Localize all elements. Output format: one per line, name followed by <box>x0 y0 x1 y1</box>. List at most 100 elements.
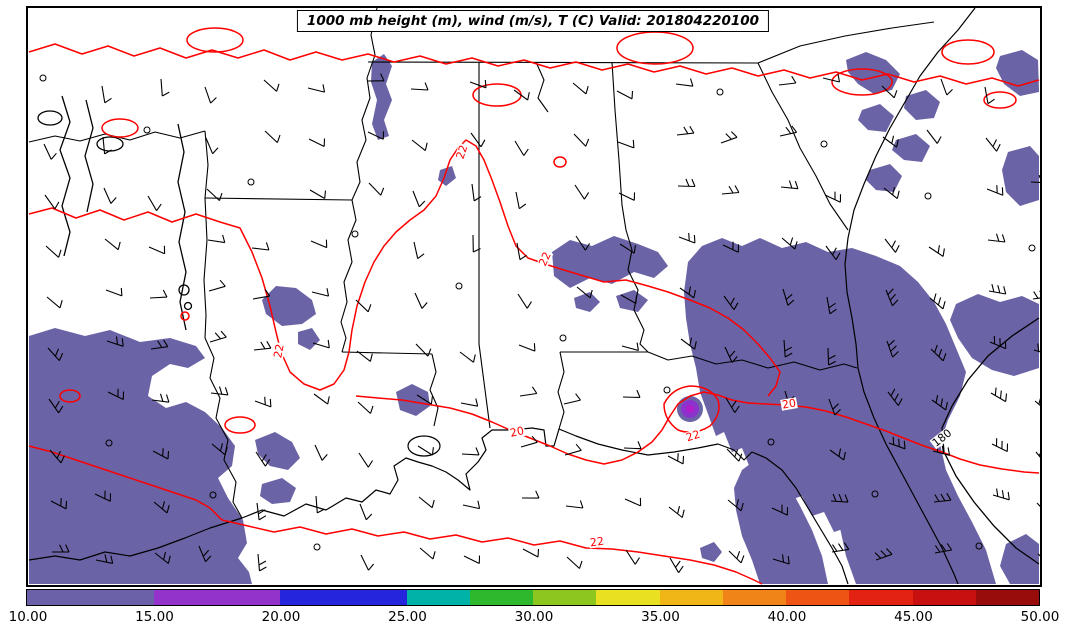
shading-patch <box>700 542 722 562</box>
wind-barb-icon <box>253 341 272 351</box>
wind-barb-icon <box>728 550 745 564</box>
calm-wind-icon <box>1028 244 1036 252</box>
wind-barb-icon <box>463 555 481 564</box>
wind-barb-icon <box>990 387 1008 403</box>
wind-barb-icon <box>830 493 849 503</box>
wind-barb-icon <box>518 343 536 352</box>
wind-barb-icon <box>311 288 330 297</box>
wind-barb-icon <box>149 289 168 299</box>
wind-barb-icon <box>414 292 428 309</box>
wind-barb-icon <box>617 139 635 149</box>
wind-barb-icon <box>47 347 64 361</box>
height-contour <box>177 123 187 331</box>
wind-barb-icon <box>780 180 799 190</box>
wind-barb-icon <box>150 339 169 350</box>
wind-barb-icon <box>771 504 789 516</box>
shading-patch <box>255 432 300 470</box>
wind-barb-icon <box>355 299 372 313</box>
wind-barb-icon <box>359 503 373 521</box>
calm-wind-icon <box>820 140 828 148</box>
sabine-river-border <box>204 337 243 519</box>
colorbar-tick-label: 45.00 <box>894 609 933 625</box>
shading-patch <box>996 50 1039 96</box>
wind-barb-icon <box>619 243 636 254</box>
wind-barb-icon <box>95 554 114 564</box>
temp-contour-22-loop <box>663 385 720 433</box>
wind-barb-icon <box>210 386 229 396</box>
wind-barb-icon <box>51 544 70 553</box>
wind-barb-icon <box>929 293 946 310</box>
perdido-river-border <box>557 351 565 430</box>
wind-barb-icon <box>515 191 527 210</box>
temp-contour-closed <box>553 156 567 168</box>
colorbar-segment <box>27 590 91 605</box>
wind-barb-icon <box>677 178 696 188</box>
wind-barb-icon <box>679 286 696 299</box>
wind-barb-icon <box>783 339 793 358</box>
height-contour-closed <box>178 284 190 296</box>
calm-wind-icon <box>105 439 113 447</box>
shading-patch <box>892 134 930 162</box>
wind-barb-icon <box>45 245 62 258</box>
wind-barb-icon <box>676 126 695 136</box>
wind-barb-icon <box>616 90 634 100</box>
wind-barb-icon <box>620 294 638 304</box>
wind-barb-icon <box>678 232 696 244</box>
wind-barb-icon <box>522 548 540 558</box>
wind-barb-icon <box>519 386 538 397</box>
colorbar-segment <box>722 590 786 605</box>
wind-barb-icon <box>516 242 527 261</box>
wind-barb-icon <box>357 401 374 414</box>
la-ms-31n-border <box>341 351 433 355</box>
calm-wind-icon <box>247 178 255 186</box>
wind-barb-icon <box>623 441 642 450</box>
wind-barb-icon <box>727 499 744 512</box>
wind-barb-icon <box>828 398 841 416</box>
colorbar-tick-label: 30.00 <box>514 609 554 625</box>
wind-barb-icon <box>827 347 836 366</box>
wind-barb-icon <box>985 137 1001 152</box>
colorbar-tick-label: 10.00 <box>8 609 48 625</box>
wind-barb-icon <box>930 344 947 362</box>
wind-barb-icon <box>310 239 328 249</box>
wind-barb-icon <box>829 448 846 461</box>
tx-east-border <box>203 130 209 339</box>
wind-barb-icon <box>572 82 589 95</box>
wind-barb-icon <box>575 235 591 251</box>
wind-barb-icon <box>1034 398 1040 407</box>
height-contour-closed <box>37 110 63 126</box>
colorbar-segment <box>912 590 976 605</box>
colorbar-segment <box>343 590 407 605</box>
wind-barb-icon <box>988 283 1007 295</box>
wind-barb-icon <box>723 295 739 311</box>
wind-barb-icon <box>367 131 385 140</box>
wind-barb-icon <box>251 242 270 251</box>
ga-sc-border <box>757 62 849 231</box>
shading-florida-bend <box>734 458 828 584</box>
wind-barb-icon <box>926 129 942 144</box>
wind-barb-icon <box>934 543 953 554</box>
calm-wind-icon <box>975 542 983 550</box>
shading-patch <box>396 384 430 416</box>
wind-barb-icon <box>461 447 480 456</box>
wind-barb-icon <box>46 296 63 309</box>
temp-contour-closed <box>941 39 995 65</box>
map-svg <box>28 8 1040 585</box>
wind-barb-icon <box>312 339 330 349</box>
wind-barb-icon <box>151 393 170 403</box>
calm-wind-icon <box>209 491 217 499</box>
wind-barb-icon <box>470 132 486 148</box>
wind-barb-icon <box>517 293 532 309</box>
wind-barb-icon <box>107 388 125 400</box>
colorbar-segment <box>153 590 217 605</box>
wind-barb-icon <box>208 279 226 292</box>
wind-barb-icon <box>984 86 995 105</box>
wind-barb-icon <box>564 443 582 456</box>
wind-barb-icon <box>940 78 953 96</box>
wind-barb-icon <box>624 497 642 507</box>
wind-barb-icon <box>772 554 790 565</box>
ms-al-border <box>478 62 491 429</box>
calm-wind-icon <box>559 334 567 342</box>
wind-barb-icon <box>106 336 124 347</box>
wind-barb-icon <box>368 182 385 196</box>
